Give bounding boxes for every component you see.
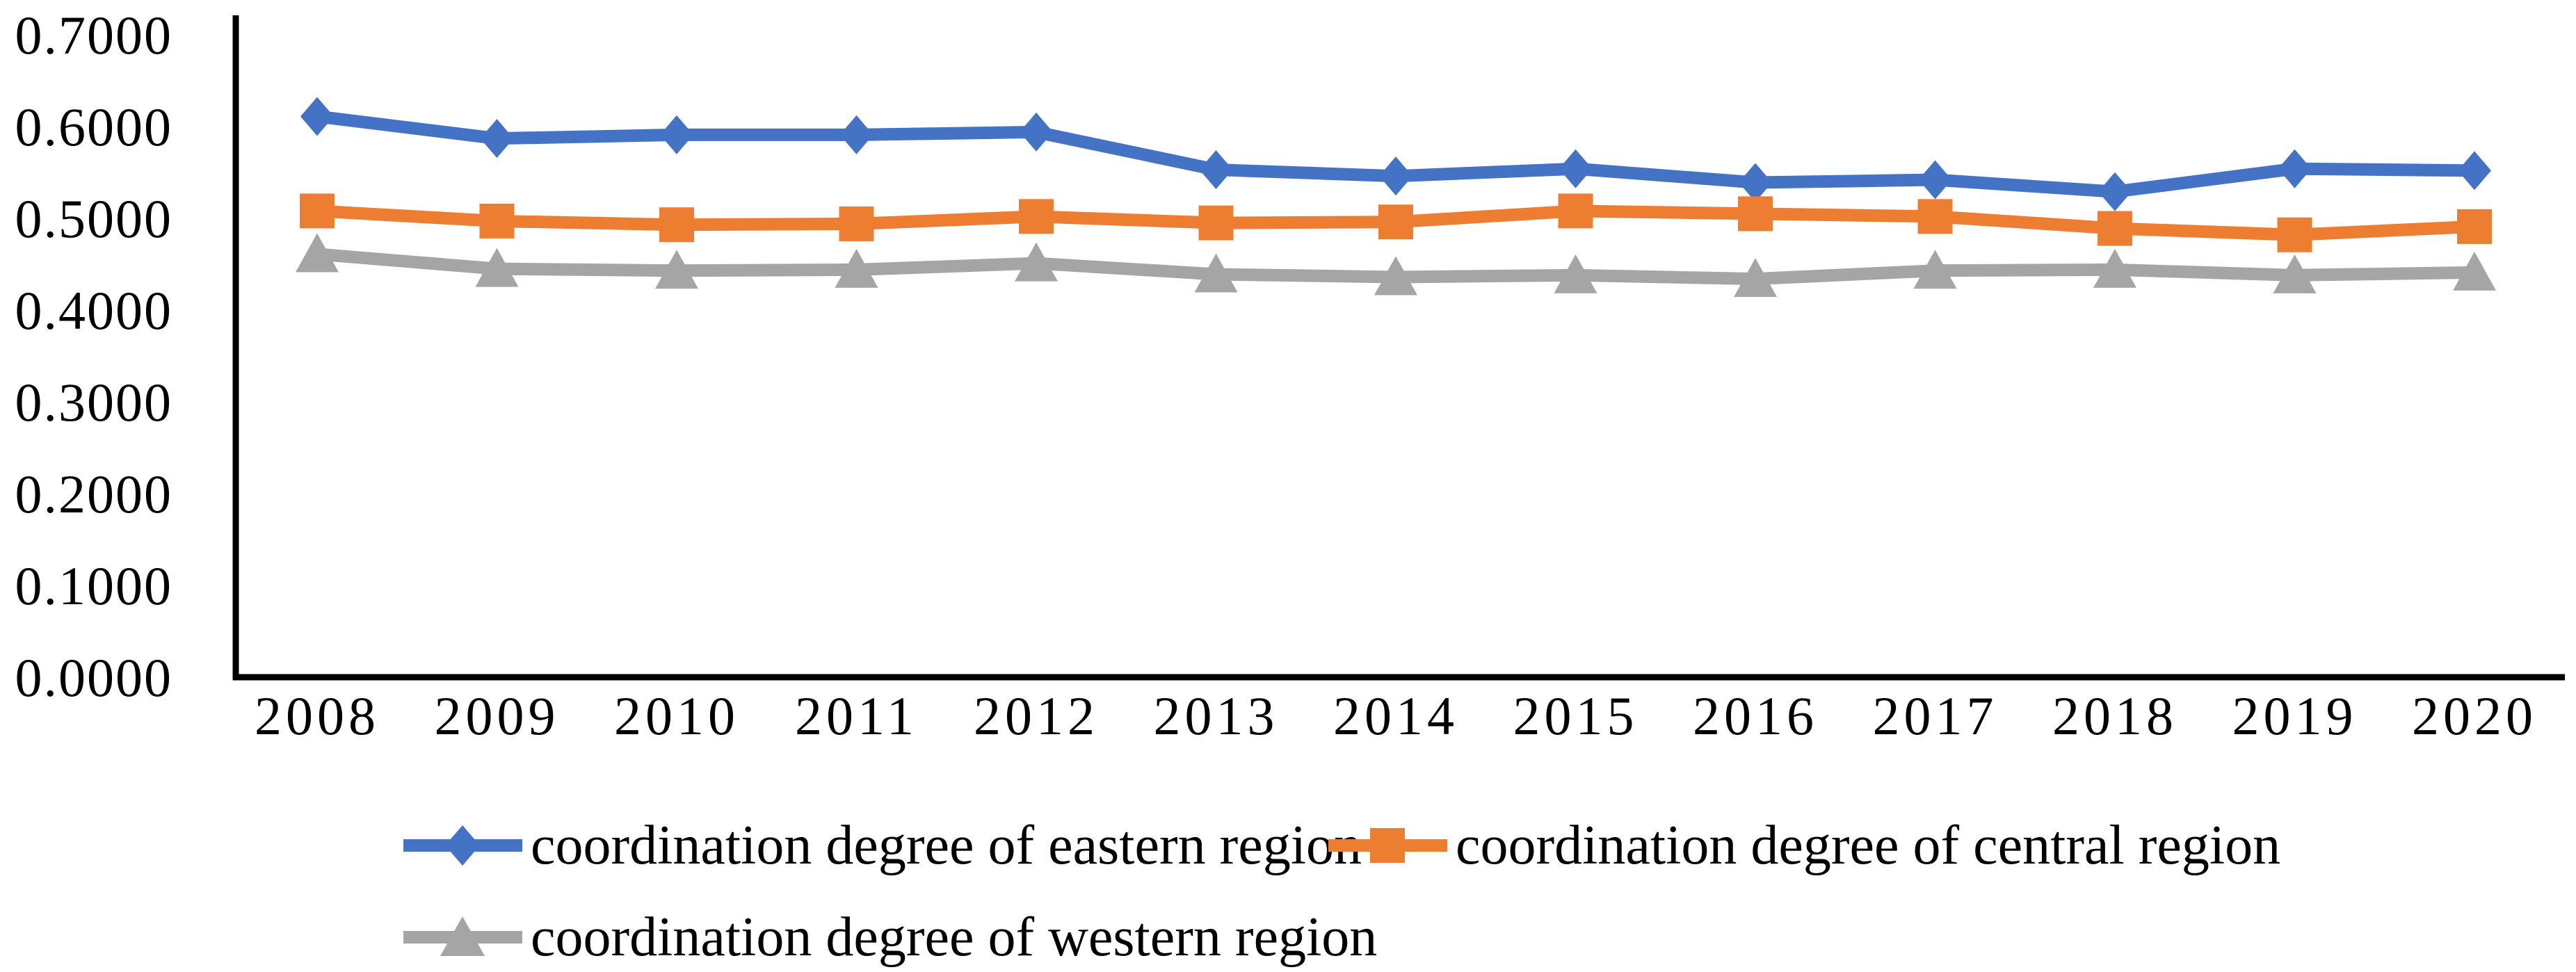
y-axis-tick-label: 0.4000 (15, 280, 173, 341)
x-axis-year-label: 2016 (1693, 686, 1818, 746)
series-1-marker-square (479, 203, 515, 238)
x-axis-year-label: 2018 (2052, 686, 2177, 746)
series-2-marker-triangle (1554, 254, 1597, 293)
legend-entry-eastern: coordination degree of eastern region (402, 813, 1362, 877)
legend-label-central: coordination degree of central region (1456, 815, 2281, 876)
series-0-marker-diamond (839, 115, 874, 154)
series-0-marker-diamond (2458, 151, 2491, 191)
series-1-marker-square (1198, 205, 1234, 241)
y-axis-tick-label: 0.3000 (15, 372, 173, 432)
y-axis-tick-label: 0.6000 (15, 97, 173, 157)
series-2-marker-triangle (835, 248, 878, 288)
series-0-marker-diamond (1739, 163, 1772, 202)
y-axis-tick-label: 0.0000 (15, 647, 173, 708)
series-2-marker-triangle (2273, 254, 2317, 293)
series-2-marker-triangle (1734, 258, 1777, 298)
x-axis-year-label: 2015 (1513, 686, 1639, 746)
legend-entry-western: coordination degree of western region (402, 905, 1377, 969)
series-1-marker-square (1738, 196, 1773, 232)
series-1-marker-square (1558, 193, 1593, 229)
series-1-marker-square (1917, 199, 1953, 234)
series-0-marker-diamond (1918, 160, 1952, 200)
series-0-marker-diamond (1199, 150, 1233, 190)
legend-swatch-western-triangle-icon (403, 916, 522, 956)
legend-entry-central: coordination degree of central region (1327, 813, 2280, 877)
x-axis-year-label: 2020 (2412, 686, 2537, 746)
series-0-marker-diamond (660, 115, 693, 154)
series-2-marker-triangle (655, 250, 698, 289)
y-axis-tick-label: 0.5000 (15, 188, 173, 249)
series-2-marker-triangle (1913, 250, 1957, 289)
series-2-marker-triangle (2093, 248, 2136, 288)
series-1-marker-square (300, 193, 335, 229)
series-1-marker-square (2277, 217, 2312, 252)
legend-label-eastern: coordination degree of eastern region (531, 815, 1362, 876)
series-2-marker-triangle (1374, 256, 1417, 295)
series-0-marker-diamond (1020, 112, 1053, 152)
x-axis-year-label: 2009 (435, 686, 560, 746)
series-0-marker-diamond (2278, 149, 2312, 188)
x-axis-year-label: 2008 (255, 686, 380, 746)
series-2-marker-triangle (1194, 253, 1238, 293)
series-2-marker-triangle (475, 248, 519, 287)
series-1-marker-square (1378, 204, 1413, 240)
legend-swatch-eastern-diamond-icon (403, 825, 522, 866)
series-0-marker-diamond (1379, 156, 1412, 196)
x-axis-year-label: 2012 (974, 686, 1099, 746)
series-1-marker-square (1019, 199, 1054, 234)
x-axis-year-label: 2019 (2232, 686, 2358, 746)
legend-label-western: coordination degree of western region (531, 907, 1378, 968)
y-axis-tick-label: 0.1000 (15, 556, 173, 616)
series-0-marker-diamond (300, 97, 334, 136)
series-1-marker-square (839, 206, 874, 241)
y-axis-tick-label: 0.2000 (15, 464, 173, 524)
series-2-marker-triangle (1015, 242, 1058, 282)
series-1-marker-square (2098, 211, 2132, 246)
series-0-marker-diamond (2098, 172, 2132, 211)
x-axis-year-label: 2014 (1333, 686, 1458, 746)
series-0-marker-diamond (480, 119, 514, 159)
y-axis-tick-label: 0.7000 (15, 5, 173, 65)
series-1-marker-square (659, 207, 694, 243)
legend-swatch-central-square-icon (1328, 828, 1447, 863)
series-2-marker-triangle (2453, 251, 2496, 291)
x-axis-year-label: 2011 (795, 686, 918, 746)
x-axis-year-label: 2017 (1873, 686, 1998, 746)
series-1-marker-square (2457, 209, 2492, 244)
x-axis-year-label: 2013 (1154, 686, 1279, 746)
series-2-marker-triangle (296, 233, 339, 273)
x-axis-year-label: 2010 (614, 686, 739, 746)
series-0-marker-diamond (1559, 149, 1593, 188)
